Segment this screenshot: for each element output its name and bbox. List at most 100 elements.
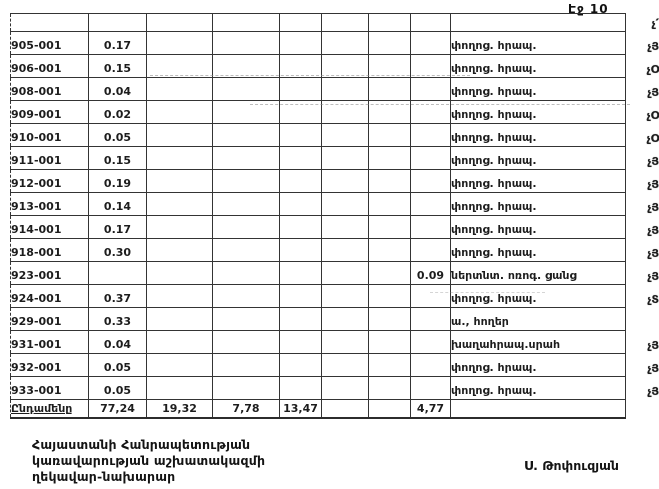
footer-signatory-title: Հայաստանի Հանրապետության կառավարության ա…: [32, 437, 265, 485]
margin-mark: չՕ: [646, 62, 659, 76]
cell-empty: [146, 353, 213, 377]
cell-empty: [146, 215, 213, 239]
cell-empty: [321, 261, 369, 285]
cell-empty: [146, 261, 213, 285]
cell-empty: [368, 353, 411, 377]
cell-empty: [146, 238, 213, 262]
cell-empty: [146, 54, 213, 78]
margin-mark: չՅ: [647, 223, 659, 237]
cell-empty: [212, 261, 280, 285]
signature-name: Ս. Թոփուզյան: [524, 458, 619, 473]
table-row: 929-001 0.33 ա., հողեր: [10, 307, 659, 331]
cell-empty: [88, 13, 147, 32]
cell-empty: [321, 169, 369, 193]
cell-empty: [368, 330, 411, 354]
cell-code: 913-001: [10, 192, 89, 216]
table-row: 933-001 0.05 փողոց. հրապ. չՅ: [10, 376, 659, 400]
cell-empty: [279, 261, 322, 285]
cell-extra: [410, 146, 451, 170]
cell-empty: [321, 13, 369, 32]
margin-mark: չՅ: [647, 338, 659, 352]
table-row: 923-001 0.09 ներտնտ. ոռոգ. ցանց չՅ: [10, 261, 659, 285]
cell-description: փողոց. հրապ.: [450, 169, 626, 193]
cell-empty: [321, 215, 369, 239]
scan-artifact-line: [150, 75, 470, 76]
cell-description: փողոց. հրապ.: [450, 238, 626, 262]
cell-value: 0.14: [88, 192, 147, 216]
margin-mark: չՅ: [647, 361, 659, 375]
cell-empty: [279, 31, 322, 55]
margin-mark: չ՛: [651, 16, 659, 30]
cell-description: փողոց. հրապ.: [450, 31, 626, 55]
margin-mark: չՕ: [646, 108, 659, 122]
cell-empty: [212, 284, 280, 308]
cell-empty: [212, 169, 280, 193]
total-label: Ընդամենը: [10, 399, 89, 419]
cell-description: փողոց. հրապ.: [450, 123, 626, 147]
cell-empty: [321, 77, 369, 101]
cell-empty: [450, 399, 626, 419]
cell-description: ա., հողեր: [450, 307, 626, 331]
margin-mark: չՏ: [647, 292, 659, 306]
cell-value: 0.17: [88, 31, 147, 55]
cell-code: 929-001: [10, 307, 89, 331]
cell-code: 914-001: [10, 215, 89, 239]
footer-line: ղեկավար-նախարար: [32, 469, 176, 484]
cell-empty: [321, 330, 369, 354]
table-row: 911-001 0.15 փողոց. հրապ. չՅ: [10, 146, 659, 170]
cell-description: փողոց. հրապ.: [450, 284, 626, 308]
cell-empty: [10, 13, 89, 32]
cell-extra: [410, 192, 451, 216]
cell-extra: [410, 123, 451, 147]
cell-extra: [410, 31, 451, 55]
cell-code: 905-001: [10, 31, 89, 55]
cell-extra: [410, 376, 451, 400]
cell-empty: [368, 192, 411, 216]
cell-description: փողոց. հրապ.: [450, 376, 626, 400]
cell-empty: [368, 238, 411, 262]
cell-empty: [368, 54, 411, 78]
cell-empty: [146, 284, 213, 308]
cell-empty: [279, 330, 322, 354]
cell-extra: [410, 307, 451, 331]
cell-empty: [212, 31, 280, 55]
cell-empty: [410, 13, 451, 32]
cell-empty: [368, 399, 411, 419]
table-row: 914-001 0.17 փողոց. հրապ. չՅ: [10, 215, 659, 239]
margin-mark: չՅ: [647, 39, 659, 53]
cell-empty: [368, 77, 411, 101]
cell-empty: [212, 353, 280, 377]
margin-mark: չՅ: [647, 85, 659, 99]
cell-empty: [279, 77, 322, 101]
cell-empty: [368, 31, 411, 55]
cell-empty: [146, 100, 213, 124]
cell-empty: [146, 31, 213, 55]
table-total-row: Ընդամենը 77,24 19,32 7,78 13,47 4,77: [10, 399, 659, 419]
cell-empty: [146, 13, 213, 32]
cell-empty: [279, 353, 322, 377]
cell-value: 0.04: [88, 330, 147, 354]
table-row: 910-001 0.05 փողոց. հրապ. չՕ: [10, 123, 659, 147]
cell-extra: [410, 215, 451, 239]
cell-empty: [212, 146, 280, 170]
cell-empty: [368, 307, 411, 331]
cell-empty: [321, 399, 369, 419]
cell-extra: [410, 54, 451, 78]
scan-artifact-line: [430, 292, 545, 293]
cell-description: փողոց. հրապ.: [450, 215, 626, 239]
cell-extra: [410, 169, 451, 193]
cell-description: ներտնտ. ոռոգ. ցանց: [450, 261, 626, 285]
cell-empty: [368, 261, 411, 285]
cell-extra: [410, 238, 451, 262]
cell-empty: [321, 353, 369, 377]
cell-empty: [279, 123, 322, 147]
cell-code: 910-001: [10, 123, 89, 147]
cell-empty: [146, 169, 213, 193]
cell-value: 0.05: [88, 376, 147, 400]
table-row: 908-001 0.04 փողոց. հրապ. չՅ: [10, 77, 659, 101]
cell-empty: [212, 376, 280, 400]
cell-value: 0.33: [88, 307, 147, 331]
table-row: 918-001 0.30 փողոց. հրապ. չՅ: [10, 238, 659, 262]
cell-extra: [410, 330, 451, 354]
scan-artifact-line: [250, 104, 630, 105]
